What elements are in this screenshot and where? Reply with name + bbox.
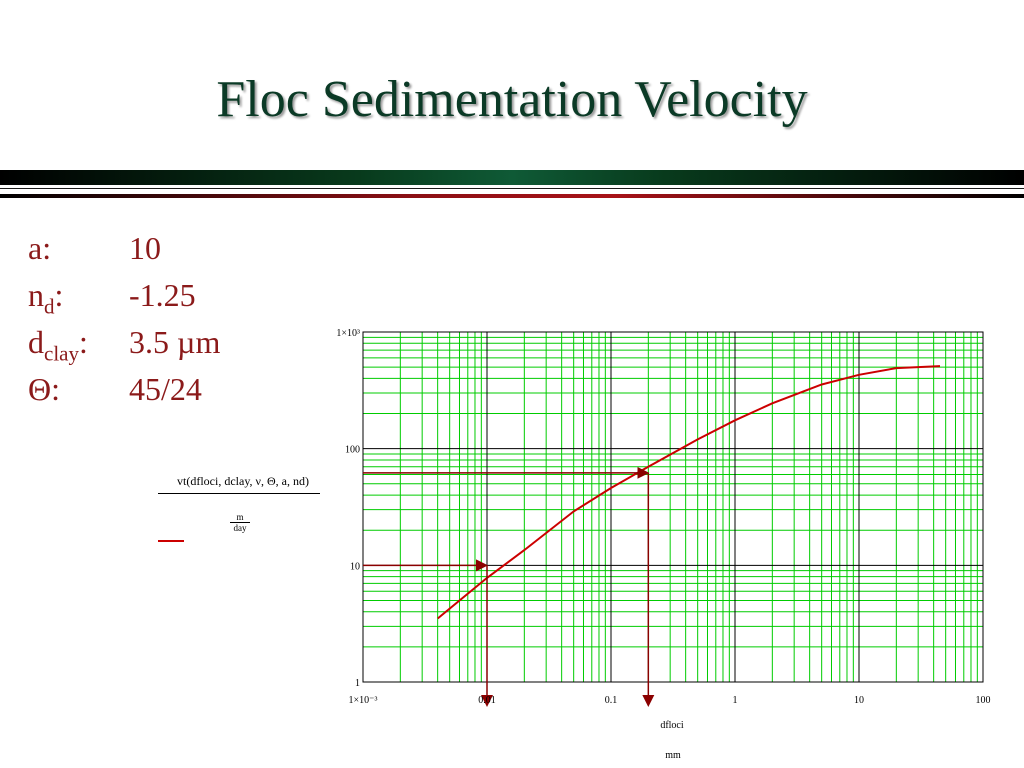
- x-tick-label: 1×10⁻³: [349, 695, 378, 706]
- header-accent-band: [0, 194, 1024, 198]
- x-tick-label: 10: [854, 695, 864, 706]
- legend-unit: m day: [230, 512, 250, 533]
- x-tick-label: 100: [976, 695, 991, 706]
- y-tick-label: 100: [345, 445, 360, 456]
- page-title: Floc Sedimentation Velocity: [216, 71, 808, 128]
- param-row: Θ: 45/24: [28, 371, 202, 407]
- param-value: 3.5 µm: [129, 324, 221, 360]
- param-name: d: [28, 324, 44, 360]
- param-subscript: clay: [44, 341, 79, 366]
- param-subscript: d: [44, 294, 55, 319]
- y-tick-label: 1: [355, 678, 360, 689]
- legend-unit-denominator: day: [233, 523, 247, 533]
- header-rule: [0, 188, 1024, 189]
- x-axis-label: dfloci: [660, 720, 684, 731]
- param-value: 45/24: [129, 371, 202, 407]
- legend-fraction-bar: [158, 493, 320, 494]
- y-tick-label: 10: [350, 561, 360, 572]
- param-row: nd: -1.25: [28, 277, 196, 319]
- data-series-line: [437, 365, 941, 620]
- param-name: a: [28, 230, 43, 266]
- x-axis-unit: mm: [665, 750, 681, 761]
- param-name: Θ: [28, 371, 52, 407]
- legend-unit-numerator: m: [230, 512, 250, 523]
- y-tick-label: 1×10³: [336, 328, 360, 339]
- plot-frame: [362, 331, 984, 683]
- x-tick-label: 0.1: [605, 695, 618, 706]
- legend-expression: vt(dfloci, dclay, ν, Θ, a, nd): [177, 474, 309, 488]
- param-value: 10: [129, 230, 161, 266]
- parameter-list: a: 10 nd: -1.25 dclay: 3.5 µm Θ: 45/24: [28, 228, 220, 416]
- header-band: [0, 170, 1024, 185]
- param-name: n: [28, 277, 44, 313]
- legend-swatch: [158, 540, 184, 542]
- param-row: a: 10: [28, 230, 161, 266]
- chart-legend: vt(dfloci, dclay, ν, Θ, a, nd) m day: [158, 474, 322, 542]
- x-tick-label: 0.01: [478, 695, 496, 706]
- x-tick-label: 1: [733, 695, 738, 706]
- param-row: dclay: 3.5 µm: [28, 324, 221, 366]
- param-value: -1.25: [129, 277, 196, 313]
